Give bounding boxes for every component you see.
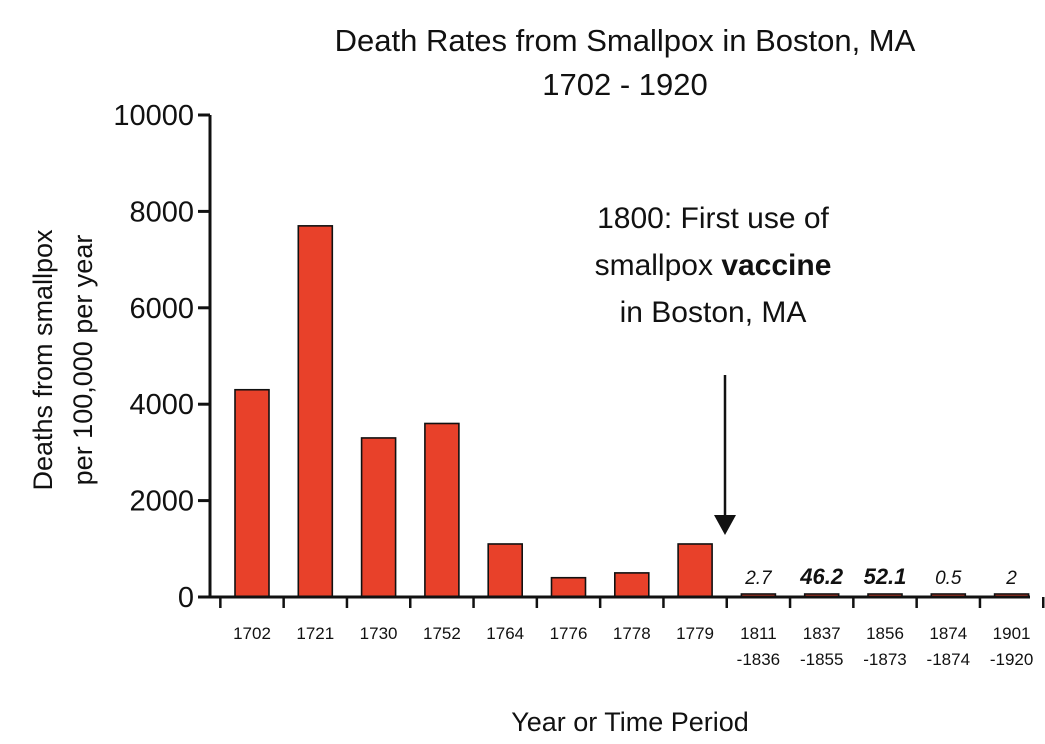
annotation-arrowhead — [714, 515, 736, 535]
annotation-line-2-prefix: smallpox — [595, 249, 722, 282]
y-axis: 0 2000 4000 6000 8000 10000 — [113, 100, 212, 614]
x-tick-label: 1721 — [296, 624, 334, 643]
x-tick-label: 1776 — [550, 624, 588, 643]
bar — [487, 543, 524, 598]
x-tick-label: 1874 — [929, 624, 967, 643]
annotation-line-3: in Boston, MA — [620, 296, 807, 329]
x-tick-label: 1901 — [993, 624, 1031, 643]
y-axis-label-line-2: per 100,000 per year — [68, 235, 98, 486]
data-label: 0.5 — [935, 568, 962, 589]
chart-title: Death Rates from Smallpox in Boston, MA … — [335, 23, 916, 102]
y-axis-label-line-1: Deaths from smallpox — [28, 229, 58, 491]
y-tick-label: 6000 — [129, 293, 194, 325]
bar — [677, 543, 713, 598]
data-label: 2.7 — [744, 568, 773, 589]
x-tick-label: -1874 — [927, 650, 970, 669]
chart-title-line-1: Death Rates from Smallpox in Boston, MA — [335, 23, 916, 58]
bar — [234, 388, 270, 598]
x-tick-label: -1836 — [737, 650, 780, 669]
bar — [424, 422, 460, 598]
x-tick-label: 1702 — [233, 624, 271, 643]
x-tick-label: -1920 — [990, 650, 1033, 669]
x-tick-label: 1764 — [486, 624, 524, 643]
x-tick-label: 1752 — [423, 624, 461, 643]
y-tick-label: 2000 — [129, 486, 194, 518]
vaccine-annotation: 1800: First use of smallpox vaccine in B… — [595, 202, 832, 535]
x-tick-label: 1811 — [740, 624, 777, 643]
x-tick-label: -1873 — [863, 650, 906, 669]
data-labels: 2.7 46.2 52.1 0.5 2 — [744, 564, 1017, 589]
bar — [297, 225, 334, 598]
annotation-line-2-bold: vaccine — [721, 249, 831, 282]
y-axis-label: Deaths from smallpox per 100,000 per yea… — [28, 229, 98, 491]
y-tick-label: 4000 — [129, 389, 194, 421]
x-axis-label: Year or Time Period — [511, 707, 749, 737]
bars — [234, 225, 1030, 598]
bar — [550, 576, 587, 598]
bar — [360, 437, 397, 598]
x-tick-label: 1778 — [613, 624, 651, 643]
x-tick-label: 1856 — [866, 624, 904, 643]
data-label: 46.2 — [799, 564, 844, 589]
annotation-line-1: 1800: First use of — [597, 202, 829, 235]
y-tick-label: 8000 — [129, 196, 194, 228]
annotation-line-2: smallpox vaccine — [595, 249, 832, 282]
x-tick-label: 1837 — [803, 624, 841, 643]
x-tick-label: 1779 — [676, 624, 714, 643]
x-tick-label: 1730 — [360, 624, 398, 643]
y-tick-label: 0 — [178, 582, 194, 614]
data-label: 52.1 — [864, 564, 907, 589]
x-axis: 1702 1721 1730 1752 1764 1776 1778 1779 1811 -183… — [209, 595, 1045, 669]
bar — [613, 572, 650, 598]
x-tick-label: -1855 — [800, 650, 843, 669]
data-label: 2 — [1005, 568, 1017, 589]
y-tick-label: 10000 — [113, 100, 194, 132]
chart-title-line-2: 1702 - 1920 — [542, 67, 707, 102]
